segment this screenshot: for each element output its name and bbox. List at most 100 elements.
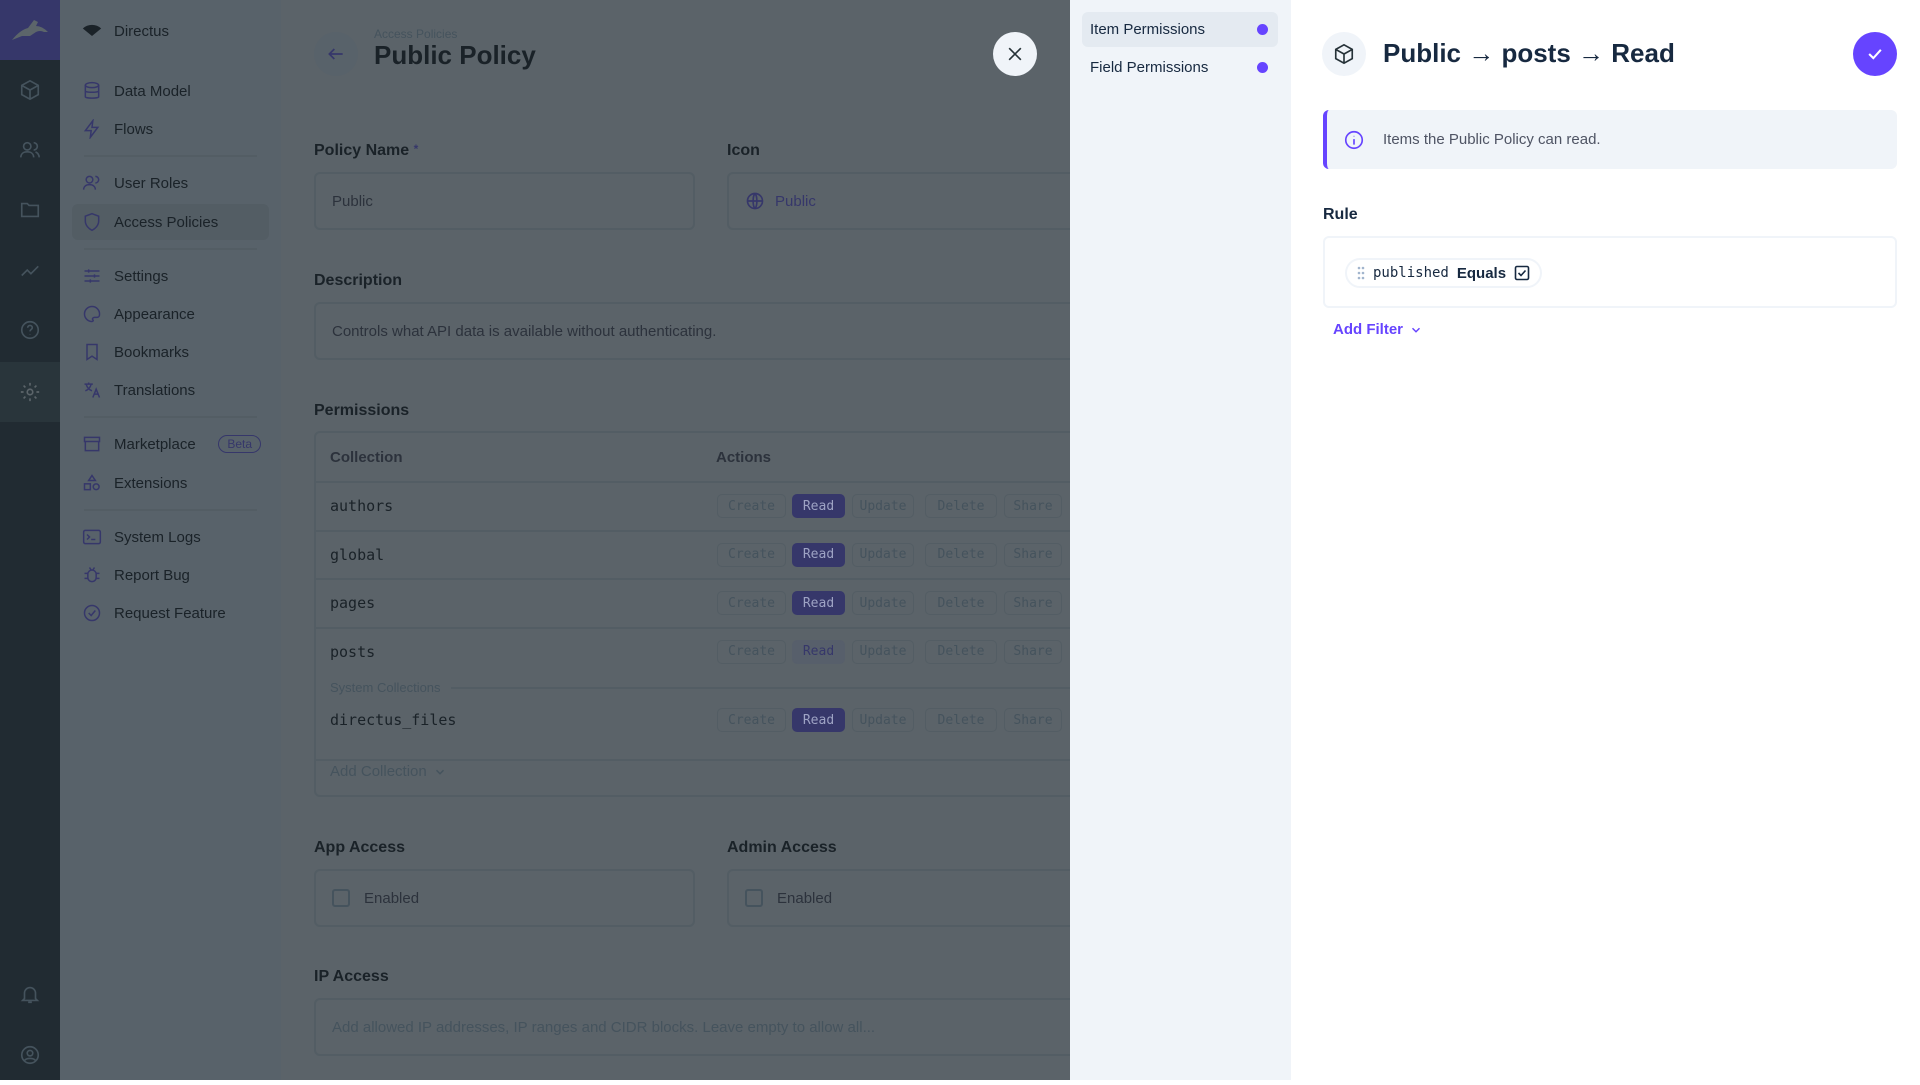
filter-rule-chip[interactable]: published Equals — [1345, 258, 1543, 288]
permission-share-toggle[interactable]: Share — [1004, 494, 1062, 518]
permission-read-toggle[interactable]: Read — [792, 542, 845, 567]
back-button[interactable] — [314, 32, 358, 76]
nav-report-bug[interactable]: Report Bug — [72, 557, 269, 593]
project-name: Directus — [72, 12, 269, 50]
page-title: Public Policy — [374, 40, 536, 70]
insights-module-icon[interactable] — [0, 240, 60, 300]
collection-name[interactable]: pages — [330, 594, 376, 612]
nav-label: Settings — [114, 267, 169, 285]
status-dot — [1257, 62, 1268, 73]
permission-create-toggle[interactable]: Create — [717, 708, 786, 732]
divider — [84, 248, 257, 250]
nav-label: Marketplace — [114, 435, 196, 453]
chevron-down-icon — [435, 769, 444, 775]
table-row: pages Create Read Update Delete Share — [316, 578, 1070, 626]
directus-logo[interactable] — [0, 0, 60, 60]
nav-appearance[interactable]: Appearance — [72, 296, 269, 332]
drag-handle-icon[interactable] — [1357, 266, 1365, 280]
icon-select[interactable]: Public — [727, 172, 1070, 230]
database-icon — [84, 81, 100, 99]
help-module-icon[interactable] — [0, 300, 60, 360]
column-header-collection: Collection — [330, 449, 403, 466]
permission-share-toggle[interactable]: Share — [1004, 639, 1062, 664]
nav-request-feature[interactable]: Request Feature — [72, 595, 269, 631]
add-collection-button[interactable]: Add Collection — [330, 763, 447, 780]
users-module-icon[interactable] — [0, 120, 60, 180]
store-icon — [83, 436, 101, 452]
app-access-checkbox[interactable]: Enabled — [314, 869, 695, 927]
permission-share-toggle[interactable]: Share — [1004, 708, 1062, 732]
files-module-icon[interactable] — [0, 180, 60, 240]
table-row: global Create Read Update Delete Share — [316, 529, 1070, 578]
permission-delete-toggle[interactable]: Delete — [925, 708, 997, 732]
shield-person-icon — [84, 212, 100, 232]
permission-read-toggle[interactable]: Read — [792, 639, 845, 664]
policy-name-label: Policy Name * — [314, 142, 419, 159]
permission-update-toggle[interactable]: Update — [852, 494, 914, 518]
permission-create-toggle[interactable]: Create — [717, 542, 786, 567]
permission-create-toggle[interactable]: Create — [717, 591, 786, 615]
shapes-icon — [83, 474, 100, 491]
nav-settings[interactable]: Settings — [72, 258, 269, 294]
collection-name[interactable]: authors — [330, 497, 394, 515]
table-row: posts Create Read Update Delete Share — [316, 626, 1070, 675]
arrow-left-icon — [328, 48, 343, 60]
permission-update-toggle[interactable]: Update — [852, 591, 914, 615]
permission-delete-toggle[interactable]: Delete — [925, 639, 997, 664]
nav-marketplace[interactable]: Marketplace Beta — [72, 426, 269, 462]
collection-name[interactable]: global — [330, 545, 385, 564]
content-module-icon[interactable] — [0, 60, 60, 120]
tab-field-permissions[interactable]: Field Permissions — [1082, 50, 1278, 85]
nav-data-model[interactable]: Data Model — [72, 73, 269, 109]
info-notice: Items the Public Policy can read. — [1323, 110, 1897, 169]
user-avatar-icon[interactable] — [0, 1025, 60, 1085]
close-icon — [1008, 47, 1022, 61]
module-rail — [0, 0, 60, 1080]
permission-delete-toggle[interactable]: Delete — [925, 542, 997, 567]
table-row: authors Create Read Update Delete Share — [316, 481, 1070, 529]
add-filter-button[interactable]: Add Filter — [1333, 321, 1423, 338]
drawer-title: Public → posts → Read — [1383, 38, 1675, 68]
nav-bookmarks[interactable]: Bookmarks — [72, 334, 269, 370]
description-input[interactable]: Controls what API data is available with… — [314, 302, 1070, 360]
filter-field[interactable]: published — [1373, 265, 1449, 281]
nav-system-logs[interactable]: System Logs — [72, 519, 269, 555]
nav-extensions[interactable]: Extensions — [72, 465, 269, 501]
nav-user-roles[interactable]: User Roles — [72, 165, 269, 201]
permission-update-toggle[interactable]: Update — [852, 542, 914, 567]
admin-access-checkbox[interactable]: Enabled — [727, 869, 1070, 927]
nav-access-policies[interactable]: Access Policies — [72, 204, 269, 240]
permission-share-toggle[interactable]: Share — [1004, 591, 1062, 615]
collection-name[interactable]: directus_files — [330, 711, 457, 729]
bell-icon[interactable] — [0, 964, 60, 1024]
admin-access-label: Admin Access — [727, 839, 837, 856]
permission-share-toggle[interactable]: Share — [1004, 542, 1062, 567]
close-drawer-button[interactable] — [993, 32, 1037, 76]
permission-update-toggle[interactable]: Update — [852, 639, 914, 664]
filter-operator[interactable]: Equals — [1456, 264, 1507, 282]
breadcrumb[interactable]: Access Policies — [374, 27, 458, 41]
globe-icon — [746, 192, 764, 210]
permission-update-toggle[interactable]: Update — [852, 708, 914, 732]
permission-delete-toggle[interactable]: Delete — [925, 591, 997, 615]
permission-read-toggle[interactable]: Read — [792, 708, 845, 732]
checkbox-checked-icon[interactable] — [1514, 265, 1530, 281]
permission-create-toggle[interactable]: Create — [717, 494, 786, 518]
ip-access-input[interactable]: Add allowed IP addresses, IP ranges and … — [314, 998, 1070, 1056]
permissions-label: Permissions — [314, 402, 410, 419]
collection-name[interactable]: posts — [330, 642, 376, 661]
save-button[interactable] — [1853, 32, 1897, 76]
bolt-icon — [83, 119, 100, 139]
permission-read-toggle[interactable]: Read — [792, 591, 845, 615]
tab-item-permissions[interactable]: Item Permissions — [1082, 12, 1278, 47]
permission-read-toggle[interactable]: Read — [792, 494, 845, 518]
rule-filter-box: published Equals — [1323, 236, 1897, 308]
nav-flows[interactable]: Flows — [72, 111, 269, 147]
nav-label: Report Bug — [114, 566, 190, 584]
policy-name-input[interactable]: Public — [314, 172, 695, 230]
permission-create-toggle[interactable]: Create — [717, 639, 786, 664]
settings-module-icon[interactable] — [0, 362, 60, 422]
permissions-table: Collection Actions authors Create Read Upda… — [314, 431, 1070, 797]
permission-delete-toggle[interactable]: Delete — [925, 494, 997, 518]
nav-translations[interactable]: Translations — [72, 372, 269, 408]
